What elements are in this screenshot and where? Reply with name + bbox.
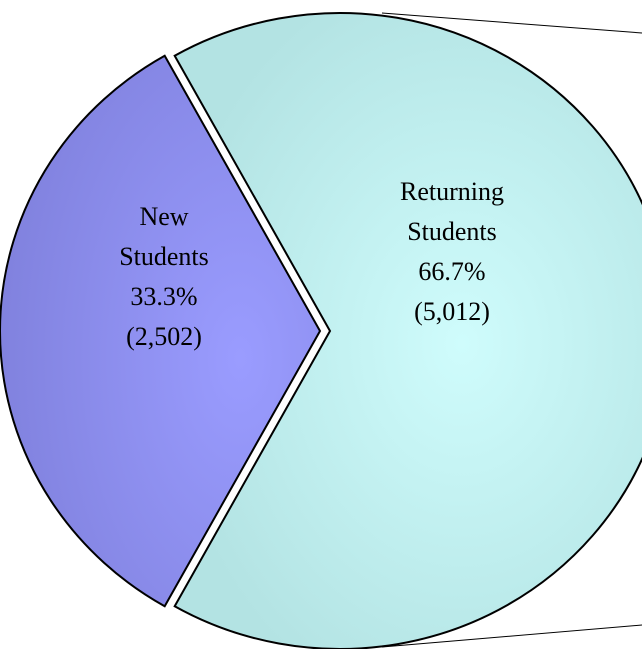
label-returning-students-line-4: (5,012) <box>414 297 490 326</box>
label-new-students-line-3: 33.3% <box>130 282 197 311</box>
label-new-students-line-1: New <box>139 202 188 231</box>
label-returning-students-line-3: 66.7% <box>418 257 485 286</box>
label-new-students-line-2: Students <box>119 242 209 271</box>
label-new-students-line-4: (2,502) <box>126 322 202 351</box>
connector-line-bottom <box>381 624 642 648</box>
pie-slice-returning-students <box>173 12 642 649</box>
connector-line-top <box>381 12 642 34</box>
pie-slice-new-students <box>0 54 322 608</box>
label-returning-students: Returning Students 66.7% (5,012) <box>400 177 504 326</box>
label-returning-students-line-2: Students <box>407 217 497 246</box>
label-returning-students-line-1: Returning <box>400 177 504 206</box>
label-new-students: New Students 33.3% (2,502) <box>119 202 209 351</box>
